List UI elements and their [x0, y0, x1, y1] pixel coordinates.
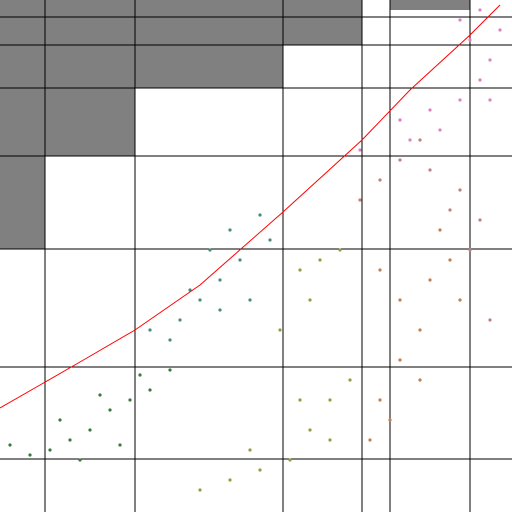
curve: [0, 4, 501, 409]
point: [88, 428, 92, 432]
point: [498, 28, 502, 32]
point: [458, 298, 462, 302]
point: [478, 78, 482, 82]
point: [198, 298, 202, 302]
point: [148, 388, 152, 392]
point: [218, 308, 222, 312]
shaded-region: [0, 0, 470, 249]
point: [428, 168, 432, 172]
point: [308, 298, 312, 302]
point: [338, 248, 342, 252]
point: [148, 328, 152, 332]
point: [398, 118, 402, 122]
point: [468, 248, 472, 252]
point: [138, 373, 142, 377]
point: [388, 418, 392, 422]
shade: [390, 0, 470, 10]
point: [478, 218, 482, 222]
point: [48, 448, 52, 452]
point: [408, 138, 412, 142]
point: [248, 448, 252, 452]
point: [168, 338, 172, 342]
point: [438, 128, 442, 132]
point: [488, 98, 492, 102]
point: [418, 328, 422, 332]
shade: [0, 0, 362, 45]
point: [228, 478, 232, 482]
point: [458, 98, 462, 102]
point: [178, 318, 182, 322]
point: [378, 398, 382, 402]
point: [328, 398, 332, 402]
point: [68, 438, 72, 442]
point: [458, 188, 462, 192]
point: [78, 458, 82, 462]
point: [478, 8, 482, 12]
point: [258, 213, 262, 217]
point: [418, 138, 422, 142]
point: [328, 438, 332, 442]
point: [488, 58, 492, 62]
point: [358, 148, 362, 152]
point: [458, 18, 462, 22]
point: [428, 278, 432, 282]
point: [8, 443, 12, 447]
point: [118, 443, 122, 447]
point: [108, 408, 112, 412]
point: [238, 258, 242, 262]
shade: [0, 156, 45, 249]
point: [218, 278, 222, 282]
point: [298, 398, 302, 402]
point: [308, 428, 312, 432]
point: [378, 268, 382, 272]
shade: [0, 45, 283, 88]
point: [448, 258, 452, 262]
point: [98, 393, 102, 397]
point: [58, 418, 62, 422]
point: [228, 228, 232, 232]
point: [298, 268, 302, 272]
point: [248, 298, 252, 302]
point: [468, 38, 472, 42]
point: [438, 228, 442, 232]
point: [418, 378, 422, 382]
point: [128, 398, 132, 402]
point: [428, 108, 432, 112]
point: [348, 378, 352, 382]
point: [168, 368, 172, 372]
point: [278, 328, 282, 332]
point: [198, 488, 202, 492]
point: [28, 453, 32, 457]
point: [488, 318, 492, 322]
shade: [0, 88, 135, 156]
point: [398, 158, 402, 162]
point: [258, 468, 262, 472]
point: [368, 438, 372, 442]
point: [288, 458, 292, 462]
point: [358, 198, 362, 202]
point: [398, 358, 402, 362]
point: [448, 208, 452, 212]
point: [318, 258, 322, 262]
point: [378, 178, 382, 182]
point: [208, 248, 212, 252]
point: [268, 238, 272, 242]
point: [398, 298, 402, 302]
